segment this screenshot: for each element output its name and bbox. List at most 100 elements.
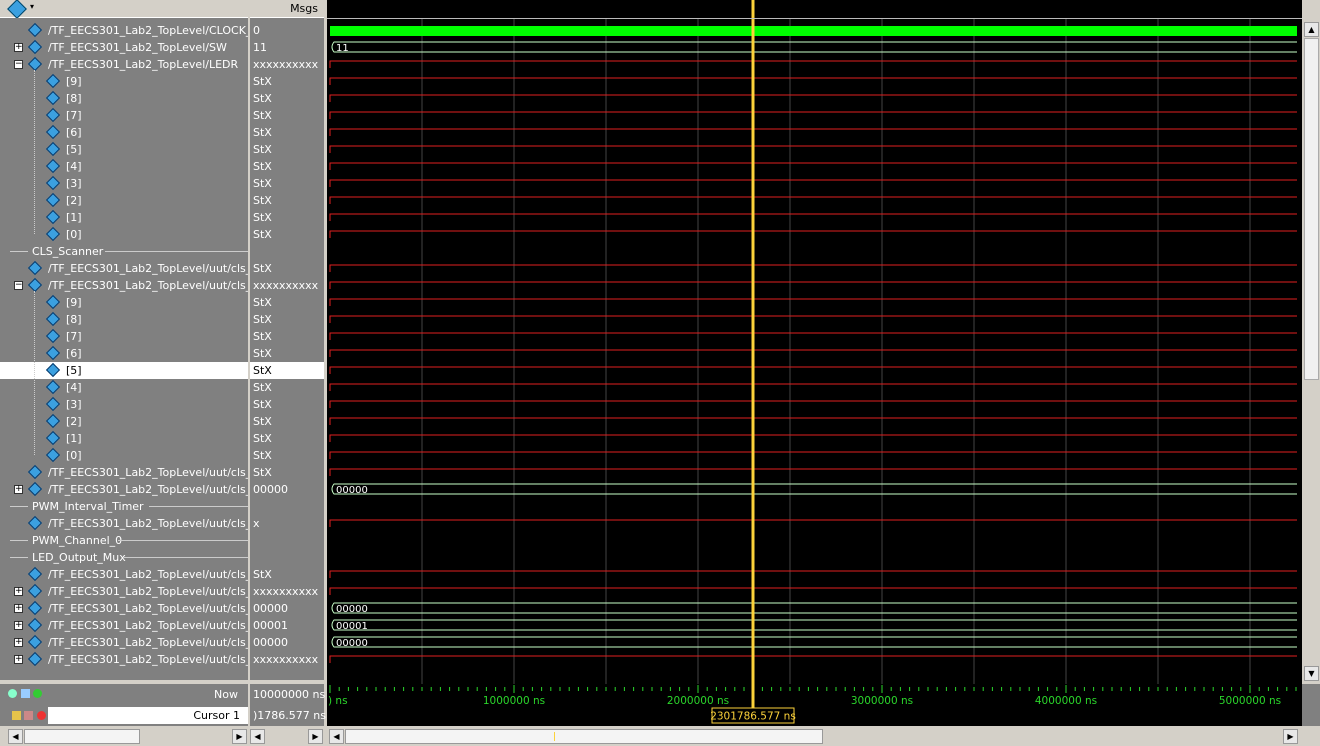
signal-row[interactable]: /TF_EECS301_Lab2_TopLevel/CLOCK_50	[0, 22, 248, 39]
signal-row[interactable]: [7]	[0, 107, 248, 124]
signal-row[interactable]: + /TF_EECS301_Lab2_TopLevel/uut/cls_...	[0, 651, 248, 668]
tick-label: 4000000 ns	[1035, 695, 1097, 707]
expand-icon[interactable]: +	[14, 654, 23, 664]
wave-scroll-right[interactable]: ▶	[1283, 729, 1298, 744]
signal-name: /TF_EECS301_Lab2_TopLevel/uut/cls_...	[48, 279, 248, 292]
signal-row[interactable]: − /TF_EECS301_Lab2_TopLevel/LEDR	[0, 56, 248, 73]
signal-value: StX	[253, 211, 272, 224]
pane-splitter-names[interactable]	[248, 0, 250, 746]
signal-row[interactable]: [6]	[0, 124, 248, 141]
vertical-scrollbar[interactable]: ▲ ▼	[1302, 0, 1320, 684]
signal-icon	[27, 634, 43, 650]
names-scroll-thumb[interactable]	[24, 729, 140, 744]
wave-scroll-cursor-marker	[554, 732, 555, 741]
plus-icon[interactable]	[33, 689, 42, 698]
add-cursor-icon[interactable]	[8, 689, 17, 698]
signal-row[interactable]: [8]	[0, 90, 248, 107]
now-label: Now	[214, 688, 238, 701]
signal-row[interactable]: [9]	[0, 294, 248, 311]
cursor-time-box	[711, 707, 795, 724]
signal-icon	[27, 56, 43, 72]
signal-name: /TF_EECS301_Lab2_TopLevel/SW	[48, 41, 227, 54]
group-divider	[105, 251, 248, 252]
group-row[interactable]: PWM_Interval_Timer	[0, 498, 248, 515]
signal-name: [0]	[66, 449, 82, 462]
signal-row[interactable]: [8]	[0, 311, 248, 328]
signal-row[interactable]: [7]	[0, 328, 248, 345]
signal-row[interactable]: /TF_EECS301_Lab2_TopLevel/uut/cls_...	[0, 566, 248, 583]
collapse-icon[interactable]: −	[14, 280, 23, 290]
collapse-icon[interactable]: −	[14, 59, 23, 69]
pane-splitter-msgs[interactable]	[324, 0, 327, 746]
edit-icon[interactable]	[24, 711, 33, 720]
waveform-pane[interactable]: 11 00000 00000 00001 00000	[327, 0, 1302, 684]
expand-icon[interactable]: +	[14, 42, 23, 52]
signal-row[interactable]: + /TF_EECS301_Lab2_TopLevel/SW	[0, 39, 248, 56]
signal-row[interactable]: [1]	[0, 430, 248, 447]
signal-icon	[27, 583, 43, 599]
expand-icon[interactable]: +	[14, 586, 23, 596]
signal-row[interactable]: [2]	[0, 413, 248, 430]
scroll-thumb[interactable]	[1304, 38, 1319, 380]
signal-row[interactable]: /TF_EECS301_Lab2_TopLevel/uut/cls_...	[0, 260, 248, 277]
waveform-canvas[interactable]: 11 00000 00000 00001 00000	[327, 0, 1302, 684]
values-scroll-right[interactable]: ▶	[308, 729, 323, 744]
chevron-down-icon[interactable]: ▾	[30, 2, 35, 11]
signal-row[interactable]: + /TF_EECS301_Lab2_TopLevel/uut/cls_...	[0, 481, 248, 498]
signal-row[interactable]: /TF_EECS301_Lab2_TopLevel/uut/cls_...	[0, 464, 248, 481]
unknown-waveform	[329, 77, 1297, 85]
wave-scroll-left[interactable]: ◀	[329, 729, 344, 744]
signal-row[interactable]: [2]	[0, 192, 248, 209]
signal-row[interactable]: + /TF_EECS301_Lab2_TopLevel/uut/cls_...	[0, 617, 248, 634]
zoom-icon[interactable]	[21, 689, 30, 698]
signal-row[interactable]: + /TF_EECS301_Lab2_TopLevel/uut/cls_...	[0, 583, 248, 600]
signal-value: 00001	[253, 619, 288, 632]
signal-value: StX	[253, 160, 272, 173]
unknown-waveform	[329, 587, 1297, 595]
timeline-ruler[interactable]: ) ns 1000000 ns 2000000 ns 3000000 ns 400000…	[327, 684, 1302, 726]
expand-icon[interactable]: +	[14, 620, 23, 630]
scroll-down-button[interactable]: ▼	[1304, 666, 1319, 681]
signal-icon	[27, 600, 43, 616]
signal-row[interactable]: [4]	[0, 158, 248, 175]
values-hscrollbar[interactable]: ◀ ▶	[250, 728, 324, 744]
signal-row[interactable]: [3]	[0, 396, 248, 413]
wave-scroll-thumb[interactable]	[345, 729, 823, 744]
signal-row[interactable]: /TF_EECS301_Lab2_TopLevel/uut/cls_...	[0, 515, 248, 532]
signal-names-pane: /TF_EECS301_Lab2_TopLevel/CLOCK_50 + /TF_E…	[0, 18, 248, 680]
wave-toolbar-icon[interactable]	[7, 0, 27, 19]
group-row[interactable]: CLS_Scanner	[0, 243, 248, 260]
group-label: LED_Output_Mux	[32, 551, 126, 564]
signal-row[interactable]: [4]	[0, 379, 248, 396]
scroll-up-button[interactable]: ▲	[1304, 22, 1319, 37]
expand-icon[interactable]: +	[14, 484, 23, 494]
signal-row[interactable]: [0]	[0, 226, 248, 243]
signal-row[interactable]: [3]	[0, 175, 248, 192]
signal-icon	[45, 209, 61, 225]
wave-hscrollbar[interactable]: ◀ ▶	[327, 728, 1302, 744]
timeline-pane[interactable]: ) ns 1000000 ns 2000000 ns 3000000 ns 400000…	[327, 684, 1302, 726]
signal-row[interactable]: [5]	[0, 141, 248, 158]
signal-name: /TF_EECS301_Lab2_TopLevel/uut/cls_...	[48, 602, 248, 615]
names-scroll-right[interactable]: ▶	[232, 729, 247, 744]
names-scroll-left[interactable]: ◀	[8, 729, 23, 744]
tick-label: 1000000 ns	[483, 695, 545, 707]
signal-row[interactable]: [0]	[0, 447, 248, 464]
signal-row[interactable]: [5]	[0, 362, 248, 379]
names-hscrollbar[interactable]: ◀ ▶	[8, 728, 248, 744]
values-scroll-left[interactable]: ◀	[250, 729, 265, 744]
group-row[interactable]: PWM_Channel_0	[0, 532, 248, 549]
signal-row[interactable]: + /TF_EECS301_Lab2_TopLevel/uut/cls_...	[0, 600, 248, 617]
cursor-row[interactable]: Cursor 1	[48, 707, 248, 724]
signal-value: StX	[253, 126, 272, 139]
signal-row[interactable]: − /TF_EECS301_Lab2_TopLevel/uut/cls_...	[0, 277, 248, 294]
signal-row[interactable]: [6]	[0, 345, 248, 362]
signal-row[interactable]: + /TF_EECS301_Lab2_TopLevel/uut/cls_...	[0, 634, 248, 651]
group-row[interactable]: LED_Output_Mux	[0, 549, 248, 566]
expand-icon[interactable]: +	[14, 637, 23, 647]
delete-cursor-icon[interactable]	[37, 711, 46, 720]
lock-icon[interactable]	[12, 711, 21, 720]
signal-row[interactable]: [1]	[0, 209, 248, 226]
signal-row[interactable]: [9]	[0, 73, 248, 90]
expand-icon[interactable]: +	[14, 603, 23, 613]
